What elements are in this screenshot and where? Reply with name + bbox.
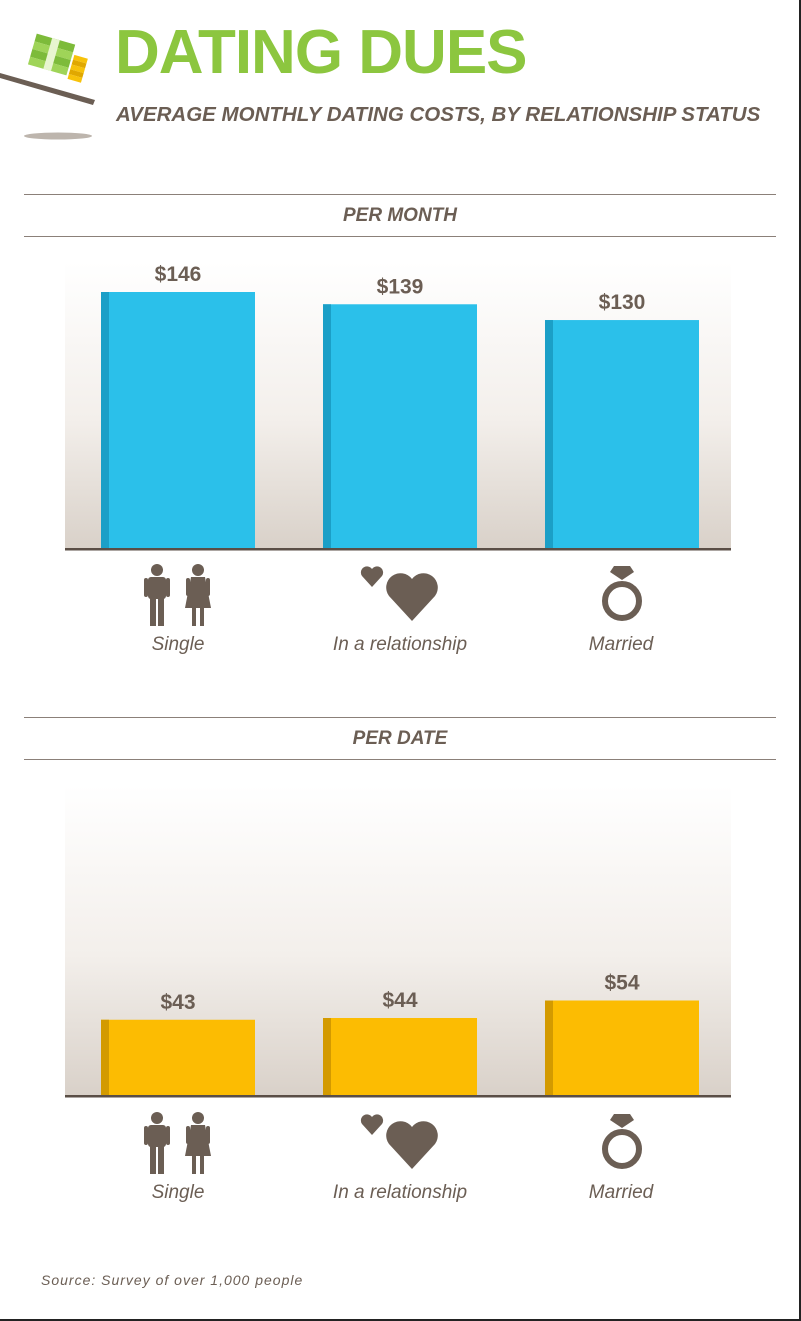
section-divider-top (24, 194, 776, 195)
section-divider-bottom (24, 236, 776, 237)
bar-married (545, 320, 699, 548)
x-axis-baseline (65, 1095, 731, 1098)
x-axis-baseline (65, 548, 731, 551)
two-hearts-icon (360, 566, 438, 621)
section-title-per-date: PER DATE (352, 728, 448, 749)
bar-married (545, 1000, 699, 1095)
bar-shadow-edge (101, 292, 109, 548)
bar-shadow-edge (323, 1018, 331, 1095)
money-stack-on-scale-icon (0, 33, 95, 140)
page-subtitle: AVERAGE MONTHLY DATING COSTS, BY RELATIO… (116, 103, 761, 126)
bar-single (101, 1019, 255, 1095)
section-divider-top (24, 717, 776, 718)
page-title: DATING DUES (115, 18, 528, 87)
bar-shadow-edge (545, 320, 553, 548)
category-label-married: Married (588, 634, 654, 655)
bar-shadow-edge (545, 1000, 553, 1095)
category-label-married: Married (588, 1182, 654, 1203)
bar-single (101, 292, 255, 548)
two-hearts-icon (360, 1114, 438, 1169)
value-label: $146 (155, 263, 202, 286)
category-label-relationship: In a relationship (332, 1182, 468, 1203)
diamond-ring-icon (602, 566, 642, 621)
diamond-ring-icon (602, 1114, 642, 1169)
source-note: Source: Survey of over 1,000 people (41, 1272, 304, 1288)
bar-shadow-edge (323, 304, 331, 548)
value-label: $130 (599, 291, 646, 314)
value-label: $139 (377, 275, 424, 298)
section-divider-bottom (24, 759, 776, 760)
value-label: $54 (604, 972, 639, 995)
man-and-woman-icon (144, 1112, 211, 1174)
category-label-single: Single (151, 1182, 205, 1203)
section-title-per-month: PER MONTH (343, 205, 457, 226)
value-label: $44 (382, 989, 417, 1012)
category-label-single: Single (151, 634, 205, 655)
bar-in-a-relationship (323, 1018, 477, 1095)
category-label-relationship: In a relationship (332, 634, 468, 655)
per-month-bar-chart: $146 $139 $130 (65, 263, 731, 551)
bar-in-a-relationship (323, 304, 477, 548)
per-date-bar-chart: $43 $44 $54 (65, 972, 731, 1098)
bar-shadow-edge (101, 1019, 109, 1095)
value-label: $43 (160, 991, 195, 1014)
man-and-woman-icon (144, 564, 211, 626)
